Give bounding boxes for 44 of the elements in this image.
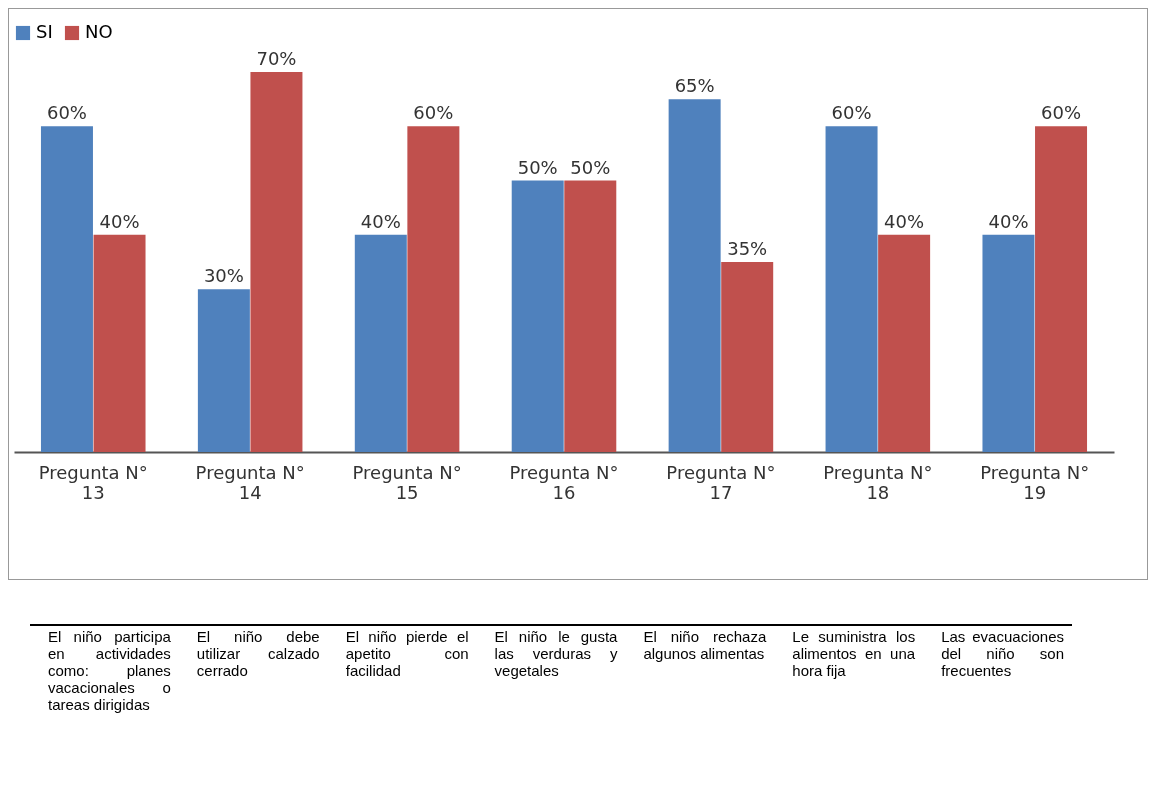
x-tick-label: Pregunta N° 18 [823,461,933,503]
text: El niño le gusta las verduras y vegetales [493,627,619,681]
bar [197,289,250,452]
text: Le suministra los alimentos en una hora fija [791,627,917,681]
x-tick-label: Pregunta N° 19 [980,461,1090,503]
bar [407,126,460,452]
text: Las evacuaciones del niño son frecuentes [940,627,1065,681]
data-label: 70% [256,48,297,69]
legend-label: NO [85,21,113,42]
data-label: 40% [360,210,401,232]
data-label: 40% [884,210,925,232]
x-tick-label: Pregunta N° 14 [195,461,305,503]
data-label: 35% [727,238,768,259]
text: El niño rechaza algunos alimentas [642,627,768,664]
data-label: 50% [570,156,611,178]
bar [721,262,774,452]
data-label: 30% [203,265,244,287]
x-tick-label: Pregunta N° 15 [352,461,462,503]
bar [40,126,93,452]
bar [511,180,564,452]
data-label: 60% [831,102,872,124]
x-tick-label: Pregunta N° 17 [666,461,776,503]
data-label: 40% [988,210,1029,232]
data-label: 60% [413,102,454,124]
text: El niño participa en actividades como: planes vacacionales o tareas dirigidas [47,627,172,713]
bar [93,234,146,452]
x-tick-label: Pregunta N° 13 [38,461,148,503]
bar [825,126,878,452]
data-label: 50% [517,156,558,178]
bar [354,234,407,452]
data-label: 60% [46,102,87,124]
bar [878,234,931,452]
data-label: 40% [99,210,140,232]
text: El niño debe utilizar calzado cerrado [195,627,321,681]
x-tick-label: Pregunta N° 16 [509,461,619,503]
bar [982,234,1035,452]
bar [668,99,721,452]
data-label: 60% [1041,102,1082,124]
bar [564,180,617,452]
data-label: 65% [674,75,715,97]
text: El niño pierde el apetito con facilidad [344,627,470,681]
bar [1035,126,1088,452]
bar [250,72,303,452]
legend-label: SI [36,21,53,42]
